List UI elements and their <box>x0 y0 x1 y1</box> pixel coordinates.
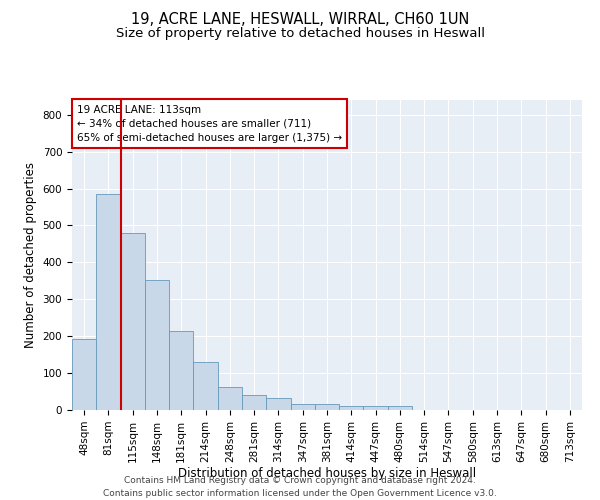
Bar <box>121 233 145 410</box>
Text: Size of property relative to detached houses in Heswall: Size of property relative to detached ho… <box>115 28 485 40</box>
Bar <box>72 339 96 410</box>
Bar <box>193 362 218 410</box>
Bar <box>388 406 412 410</box>
Bar <box>218 387 242 410</box>
Bar <box>266 398 290 410</box>
Bar <box>145 280 169 410</box>
Bar <box>315 404 339 410</box>
X-axis label: Distribution of detached houses by size in Heswall: Distribution of detached houses by size … <box>178 468 476 480</box>
Bar <box>290 404 315 410</box>
Text: 19, ACRE LANE, HESWALL, WIRRAL, CH60 1UN: 19, ACRE LANE, HESWALL, WIRRAL, CH60 1UN <box>131 12 469 28</box>
Text: 19 ACRE LANE: 113sqm
← 34% of detached houses are smaller (711)
65% of semi-deta: 19 ACRE LANE: 113sqm ← 34% of detached h… <box>77 104 342 142</box>
Bar <box>339 406 364 410</box>
Bar <box>364 406 388 410</box>
Bar <box>96 194 121 410</box>
Text: Contains HM Land Registry data © Crown copyright and database right 2024.
Contai: Contains HM Land Registry data © Crown c… <box>103 476 497 498</box>
Bar <box>242 395 266 410</box>
Y-axis label: Number of detached properties: Number of detached properties <box>24 162 37 348</box>
Bar <box>169 330 193 410</box>
